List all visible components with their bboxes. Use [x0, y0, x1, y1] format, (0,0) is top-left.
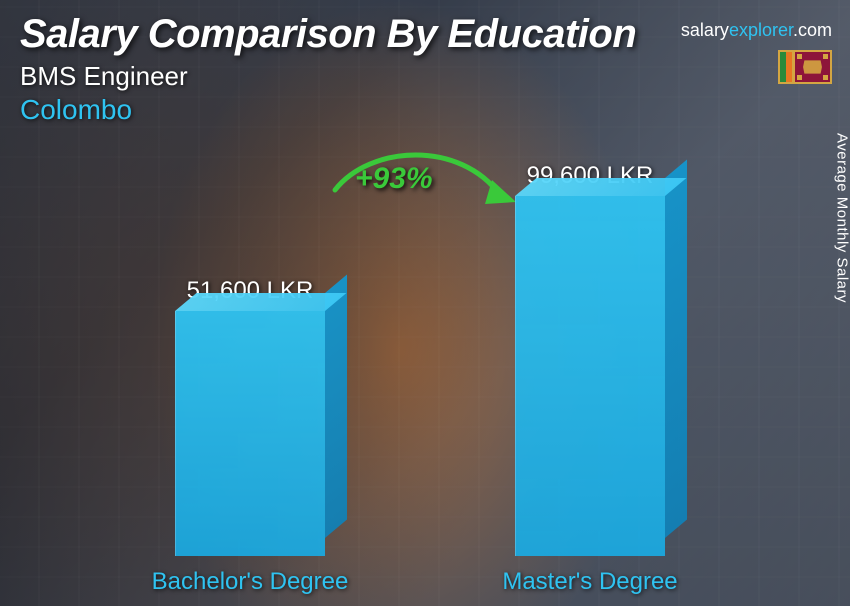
- bar-front-face: [515, 196, 665, 556]
- bar-top-face: [175, 293, 346, 311]
- bar-3d: [515, 196, 665, 556]
- flag-lion-icon: [799, 56, 826, 78]
- brand-suffix: .com: [793, 20, 832, 40]
- brand-part2: explorer: [729, 20, 793, 40]
- bar-masters: 99,600 LKR Master's Degree: [510, 162, 670, 556]
- brand-part1: salary: [681, 20, 729, 40]
- job-title: BMS Engineer: [20, 61, 830, 92]
- bar-3d: [175, 311, 325, 556]
- flag-main-panel: [795, 52, 830, 82]
- flag-leaf-icon: [823, 54, 828, 59]
- bar-side-face: [665, 160, 687, 538]
- bar-top-face: [515, 178, 686, 196]
- bar-front-face: [175, 311, 325, 556]
- flag-leaf-icon: [823, 75, 828, 80]
- bar-category-label: Bachelor's Degree: [152, 568, 349, 596]
- country-flag-icon: [778, 50, 832, 84]
- bar-bachelors: 51,600 LKR Bachelor's Degree: [170, 277, 330, 556]
- flag-leaf-icon: [797, 54, 802, 59]
- location-label: Colombo: [20, 94, 830, 126]
- bar-category-label: Master's Degree: [502, 568, 677, 596]
- y-axis-label: Average Monthly Salary: [834, 133, 850, 303]
- bar-side-face: [325, 275, 347, 538]
- flag-leaf-icon: [797, 75, 802, 80]
- brand-logo: salaryexplorer.com: [681, 20, 832, 41]
- bar-chart: 51,600 LKR Bachelor's Degree 99,600 LKR …: [140, 156, 720, 556]
